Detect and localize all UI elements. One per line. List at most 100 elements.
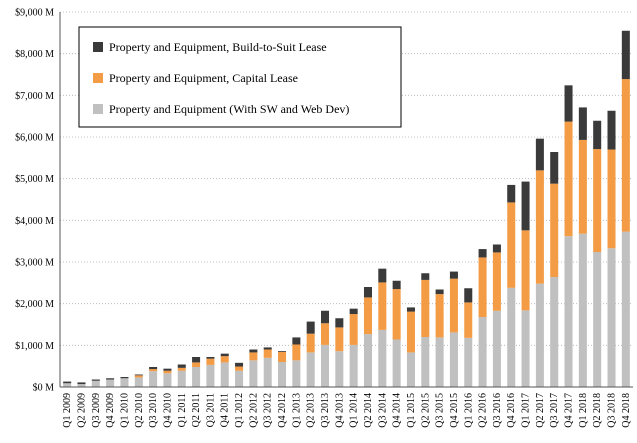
bar-segment-series-3	[349, 308, 358, 315]
bar-segment-series-2	[593, 149, 602, 252]
bar-segment-series-1	[478, 317, 487, 387]
bar-segment-series-1	[77, 384, 86, 387]
x-tick-label: Q3 2018	[607, 393, 618, 428]
x-tick-label: Q2 2015	[420, 393, 431, 428]
bar-segment-series-3	[550, 152, 559, 184]
bar-segment-series-3	[206, 357, 215, 359]
bar-segment-series-2	[263, 349, 272, 358]
bar-segment-series-2	[163, 370, 172, 374]
x-tick-label: Q1 2014	[349, 393, 360, 428]
x-tick-label: Q1 2018	[578, 393, 589, 428]
x-tick-label: Q1 2013	[291, 393, 302, 428]
bar-segment-series-2	[607, 149, 616, 249]
bar-segment-series-2	[435, 294, 444, 338]
bar-segment-series-2	[535, 170, 544, 284]
legend-label: Property and Equipment, Build-to-Suit Le…	[109, 40, 327, 54]
x-tick-label: Q1 2009	[62, 393, 73, 428]
legend-label: Property and Equipment (With SW and Web …	[109, 102, 349, 116]
legend-swatch	[93, 73, 103, 83]
bar-segment-series-2	[578, 139, 587, 234]
x-tick-label: Q2 2018	[592, 393, 603, 428]
bar-segment-series-3	[335, 318, 344, 328]
bar-segment-series-3	[363, 287, 372, 298]
x-tick-label: Q3 2017	[549, 393, 560, 428]
y-tick-label: $2,000 M	[15, 299, 54, 310]
bar-segment-series-3	[63, 381, 72, 384]
x-tick-label: Q2 2011	[191, 393, 202, 427]
bar-segment-series-3	[521, 181, 530, 231]
x-tick-label: Q3 2014	[377, 393, 388, 428]
bar-segment-series-2	[134, 375, 143, 378]
bar-segment-series-1	[263, 357, 272, 387]
x-tick-label: Q3 2016	[492, 393, 503, 428]
bar-segment-series-2	[492, 252, 501, 311]
bar-segment-series-1	[106, 379, 115, 387]
bar-segment-series-1	[149, 371, 158, 387]
bar-segment-series-2	[621, 79, 630, 232]
bar-segment-series-2	[306, 333, 315, 353]
bar-segment-series-3	[220, 353, 229, 357]
bar-segment-series-2	[550, 183, 559, 277]
bar-segment-series-3	[449, 271, 458, 279]
bar-segment-series-1	[550, 277, 559, 387]
y-tick-label: $5,000 M	[15, 174, 54, 185]
x-tick-label: Q4 2013	[334, 393, 345, 428]
bar-segment-series-1	[435, 337, 444, 387]
x-tick-label: Q2 2010	[134, 393, 145, 428]
bar-segment-series-3	[120, 377, 129, 379]
bar-segment-series-3	[149, 367, 158, 370]
bar-segment-series-3	[106, 378, 115, 380]
bar-segment-series-3	[464, 288, 473, 303]
bar-segment-series-1	[578, 233, 587, 387]
x-tick-label: Q3 2011	[205, 393, 216, 427]
bar-segment-series-3	[91, 379, 100, 381]
x-tick-label: Q1 2011	[177, 393, 188, 427]
bar-segment-series-3	[593, 120, 602, 150]
bar-segment-series-2	[449, 278, 458, 333]
x-axis-ticks: Q1 2009 Q2 2009 Q3 2009 Q4 2009 Q1 2010 Q2 20…	[62, 393, 632, 428]
bar-segment-series-2	[478, 257, 487, 317]
x-tick-label: Q4 2018	[621, 393, 632, 428]
bar-segment-series-1	[492, 310, 501, 387]
bar-segment-series-3	[492, 244, 501, 253]
legend-swatch	[93, 104, 103, 114]
x-tick-label: Q1 2016	[463, 393, 474, 428]
bar-segment-series-2	[292, 344, 301, 361]
bar-segment-series-2	[177, 367, 186, 371]
x-tick-label: Q4 2011	[220, 393, 231, 427]
bar-segment-series-3	[392, 280, 401, 290]
x-tick-label: Q2 2017	[535, 393, 546, 428]
y-tick-label: $1,000 M	[15, 341, 54, 352]
bar-segment-series-1	[321, 344, 330, 387]
y-tick-label: $8,000 M	[15, 49, 54, 60]
bar-segment-series-3	[263, 347, 272, 350]
legend-label: Property and Equipment, Capital Lease	[109, 71, 298, 85]
bar-segment-series-3	[134, 374, 143, 376]
bar-segment-series-3	[235, 362, 244, 367]
bar-segment-series-1	[392, 339, 401, 387]
bar-segment-series-1	[521, 310, 530, 387]
x-tick-label: Q2 2014	[363, 393, 374, 428]
bar-segment-series-3	[321, 310, 330, 324]
bar-segment-series-3	[421, 273, 430, 280]
x-tick-label: Q4 2017	[564, 393, 575, 428]
bar-segment-series-3	[406, 307, 415, 312]
bar-segment-series-1	[464, 337, 473, 387]
bar-segment-series-1	[335, 351, 344, 387]
bar-segment-series-1	[63, 383, 72, 387]
x-tick-label: Q4 2014	[392, 393, 403, 428]
bar-segment-series-1	[421, 337, 430, 387]
x-tick-label: Q1 2017	[521, 393, 532, 428]
bar-segment-series-1	[120, 378, 129, 387]
bar-segment-series-1	[206, 364, 215, 387]
bar-segment-series-3	[278, 351, 287, 352]
bar-segment-series-3	[621, 30, 630, 80]
bar-segment-series-3	[607, 110, 616, 150]
x-tick-label: Q1 2010	[119, 393, 130, 428]
bar-segment-series-3	[478, 249, 487, 258]
bar-segment-series-1	[449, 332, 458, 387]
bar-segment-series-3	[535, 138, 544, 171]
bar-segment-series-1	[235, 370, 244, 387]
bar-segment-series-2	[392, 289, 401, 340]
